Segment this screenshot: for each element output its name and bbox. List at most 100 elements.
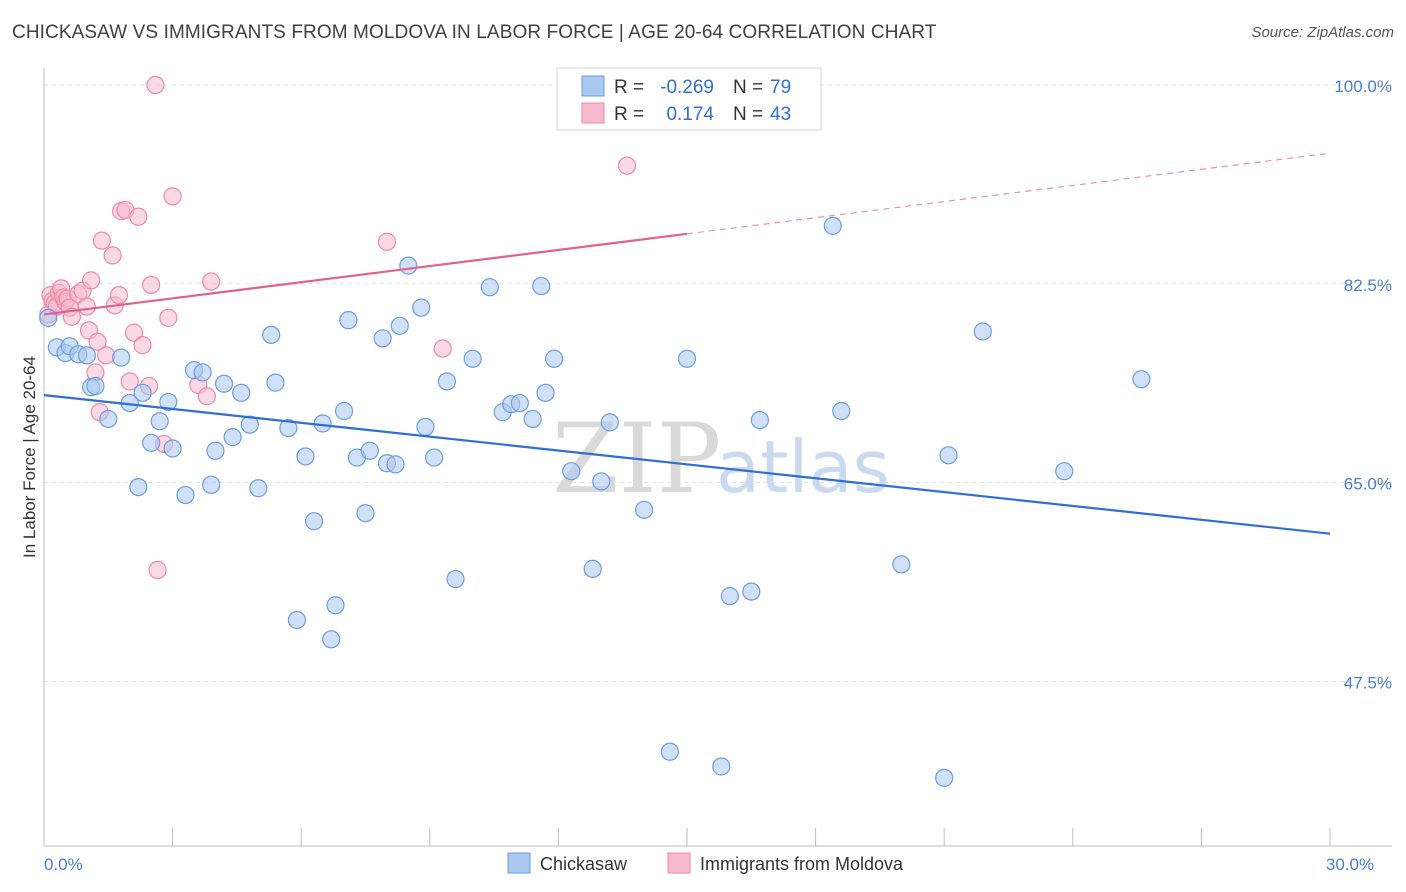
correlation-legend: R = -0.269 N = 79 R = 0.174 N = 43: [556, 67, 822, 131]
chickasaw-point-77: [1132, 370, 1151, 389]
moldova-point-42: [433, 339, 452, 358]
chickasaw-point-33: [322, 630, 341, 649]
chickasaw-point-67: [720, 587, 739, 606]
chickasaw-point-74: [939, 446, 958, 465]
moldova-point-24: [109, 286, 129, 305]
chickasaw-point-6: [86, 376, 105, 396]
series-chickasaw-points: [39, 216, 1151, 787]
chickasaw-point-73: [935, 768, 954, 787]
chickasaw-point-64: [660, 742, 679, 761]
legend-n-label-2: N =: [733, 104, 763, 125]
trend-line-moldova-extension: [686, 152, 1331, 235]
moldova-point-30: [133, 336, 152, 355]
chickasaw-point-25: [249, 479, 268, 498]
moldova-point-27: [120, 372, 139, 391]
chickasaw-point-62: [600, 413, 619, 432]
legend-r-label-2: R =: [614, 104, 644, 125]
chickasaw-point-42: [386, 455, 405, 474]
legend-r-value-1: -0.269: [660, 77, 714, 98]
moldova-point-37: [163, 187, 182, 206]
chickasaw-point-38: [356, 504, 375, 523]
chickasaw-point-45: [412, 298, 431, 317]
chickasaw-point-44: [399, 256, 418, 275]
moldova-point-36: [159, 308, 178, 327]
source-label: Source: ZipAtlas.com: [1251, 24, 1394, 41]
moldova-point-14: [77, 297, 96, 316]
moldova-point-43: [617, 156, 637, 175]
chickasaw-point-19: [202, 475, 221, 494]
chickasaw-point-29: [287, 610, 307, 630]
moldova-point-39: [197, 387, 216, 406]
chickasaw-point-72: [892, 555, 911, 574]
bottom-legend-chickasaw: Chickasaw: [540, 854, 628, 874]
chickasaw-point-49: [446, 569, 465, 589]
trend-lines: [43, 152, 1331, 535]
chickasaw-point-70: [823, 216, 842, 235]
chickasaw-point-14: [159, 392, 178, 412]
chickasaw-point-39: [360, 441, 379, 460]
axes: [43, 68, 1392, 847]
chickasaw-point-57: [536, 383, 555, 402]
chickasaw-point-46: [416, 417, 435, 437]
x-ticks: [43, 828, 1331, 846]
chickasaw-point-56: [532, 276, 551, 296]
chickasaw-point-36: [339, 311, 358, 330]
moldova-point-22: [103, 246, 122, 265]
chickasaw-point-13: [150, 412, 169, 431]
series-legend: Chickasaw Immigrants from Moldova: [507, 852, 904, 874]
chickasaw-point-63: [635, 500, 654, 519]
chickasaw-point-65: [677, 349, 697, 368]
moldova-point-34: [148, 560, 167, 580]
series-moldova-points: [39, 75, 637, 580]
grid-lines: [44, 84, 1392, 682]
chickasaw-point-68: [742, 582, 761, 601]
trend-line-chickasaw: [43, 394, 1331, 535]
chickasaw-point-21: [214, 374, 234, 393]
trend-line-moldova: [43, 232, 688, 316]
legend-r-value-2: 0.174: [666, 104, 714, 125]
legend-swatch-moldova: [581, 102, 605, 124]
chickasaw-point-31: [304, 512, 324, 531]
moldova-point-16: [82, 271, 101, 290]
chickasaw-point-48: [437, 372, 457, 391]
moldova-point-20: [92, 231, 111, 250]
x-tick-labels: 0.0% 30.0%: [44, 855, 1374, 874]
chickasaw-point-40: [373, 329, 392, 348]
bottom-legend-swatch-moldova: [667, 852, 691, 874]
chickasaw-point-11: [133, 383, 152, 402]
moldova-point-41: [377, 232, 397, 251]
chickasaw-point-50: [463, 349, 482, 368]
chickasaw-point-69: [750, 410, 769, 430]
chickasaw-point-30: [296, 447, 315, 466]
chickasaw-point-28: [279, 418, 298, 438]
chickasaw-point-23: [232, 383, 251, 402]
moldova-point-33: [146, 75, 165, 95]
moldova-point-32: [142, 275, 161, 295]
chickasaw-point-34: [326, 596, 345, 615]
legend-r-label-1: R =: [614, 77, 644, 98]
chickasaw-point-59: [562, 462, 581, 481]
chickasaw-point-7: [99, 409, 118, 429]
chickasaw-point-15: [163, 439, 182, 458]
x-tick-label-1: 30.0%: [1326, 855, 1374, 874]
y-axis-title: In Labor Force | Age 20-64: [20, 356, 39, 558]
legend-swatch-chickasaw: [581, 75, 605, 97]
y-tick-label-1: 82.5%: [1344, 276, 1392, 295]
legend-n-value-2: 43: [770, 104, 791, 125]
bottom-legend-moldova: Immigrants from Moldova: [700, 854, 904, 874]
chickasaw-point-66: [712, 757, 731, 776]
moldova-point-18: [88, 332, 107, 351]
chickasaw-point-47: [424, 448, 444, 467]
chickasaw-point-20: [206, 441, 225, 460]
chickasaw-point-51: [480, 278, 499, 297]
watermark-atlas: atlas: [716, 425, 890, 509]
chickasaw-point-54: [510, 393, 529, 413]
chickasaw-point-26: [262, 325, 281, 345]
chickasaw-point-76: [1055, 462, 1074, 481]
chickasaw-point-24: [240, 415, 259, 434]
chickasaw-point-71: [832, 401, 851, 421]
y-tick-label-3: 47.5%: [1344, 673, 1392, 692]
legend-n-value-1: 79: [770, 77, 791, 98]
chickasaw-point-55: [523, 409, 542, 429]
